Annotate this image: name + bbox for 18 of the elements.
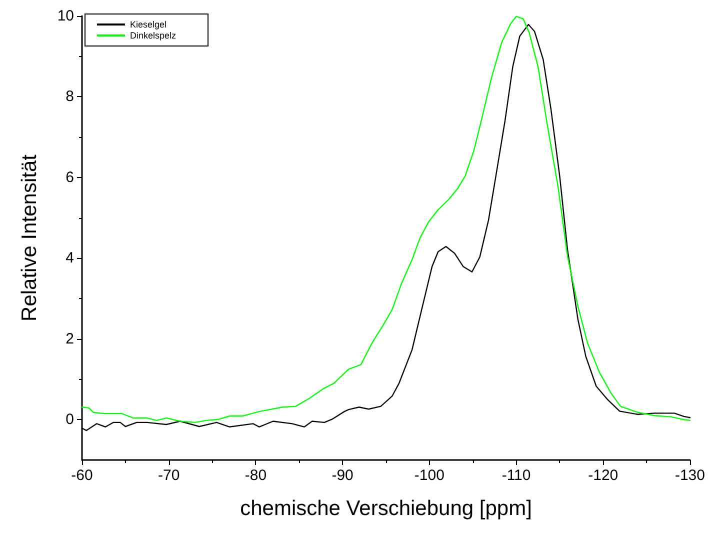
y-axis-title: Relative Intensität	[18, 154, 41, 322]
legend-label: Dinkelspelz	[130, 30, 177, 40]
x-tick-label: -90	[332, 467, 354, 484]
y-tick-label: 6	[66, 168, 74, 186]
x-tick-label: -130	[674, 467, 706, 484]
y-tick-label: 8	[66, 88, 74, 106]
x-tick-label: -60	[71, 467, 93, 484]
x-tick-label: -110	[502, 467, 531, 484]
x-tick-label: -120	[588, 467, 618, 484]
x-tick-label: -100	[414, 467, 444, 484]
y-tick-label: 2	[66, 330, 74, 348]
y-tick-label: 4	[66, 250, 74, 267]
y-tick-label: 0	[66, 411, 74, 428]
legend-label: Kieselgel	[130, 20, 167, 30]
x-tick-label: -70	[158, 467, 180, 484]
x-tick-label: -80	[244, 467, 267, 484]
x-axis-title: chemische Verschiebung [ppm]	[240, 497, 532, 520]
y-tick-label: 10	[57, 8, 74, 24]
